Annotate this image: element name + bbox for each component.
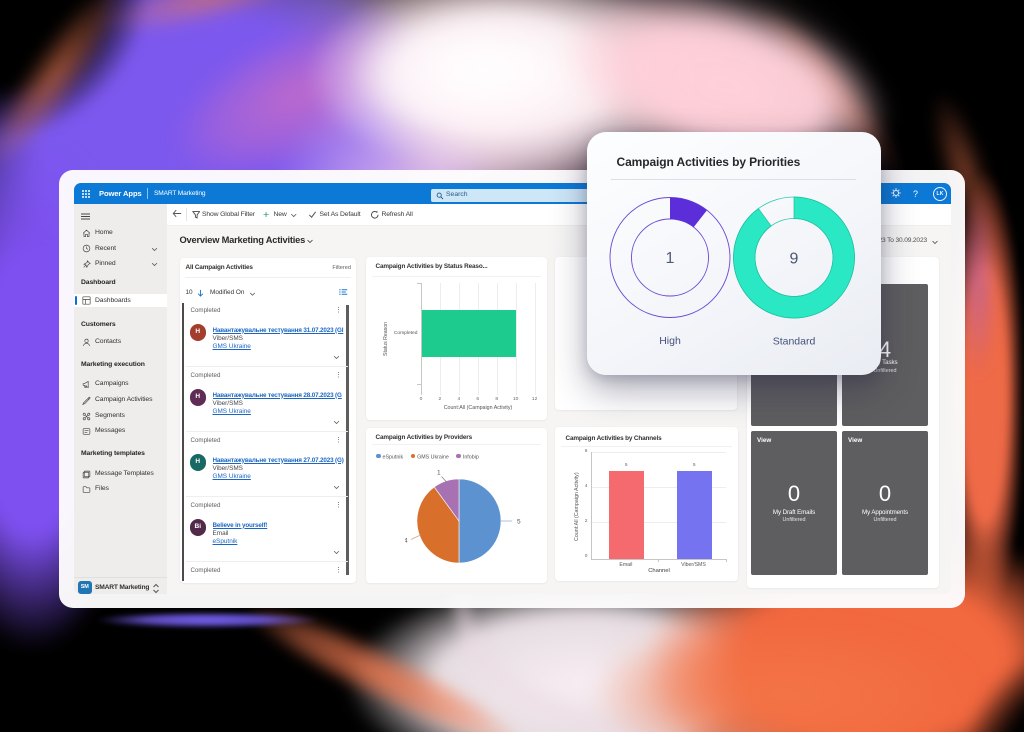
- svg-text:4: 4: [405, 537, 408, 544]
- svg-text:1: 1: [437, 469, 441, 476]
- svg-text:High: High: [659, 335, 681, 347]
- svg-text:1: 1: [666, 250, 675, 267]
- svg-text:Standard: Standard: [773, 336, 816, 348]
- svg-text:5: 5: [517, 518, 521, 525]
- svg-text:9: 9: [790, 251, 799, 268]
